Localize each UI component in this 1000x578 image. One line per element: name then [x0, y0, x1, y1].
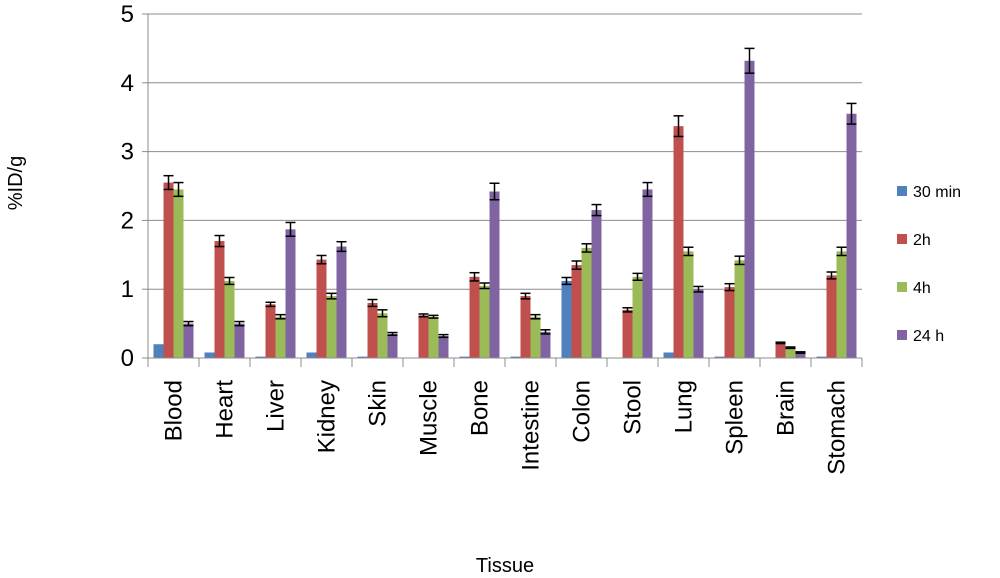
bar-4h-intestine [530, 316, 541, 358]
bar-30min-heart [204, 352, 215, 358]
bar-30min-blood [153, 344, 164, 358]
legend-swatch [897, 234, 907, 244]
bar-2h-bone [469, 276, 480, 358]
bar-30min-lung [663, 352, 674, 358]
bar-2h-stomach [826, 275, 837, 358]
x-category-label: Brain [773, 380, 800, 436]
bar-4h-bone [479, 285, 490, 358]
legend-swatch [897, 282, 907, 292]
bar-4h-heart [224, 280, 235, 358]
x-category-label: Stomach [824, 380, 851, 475]
grid [148, 13, 862, 290]
bar-2h-colon [571, 265, 582, 358]
bar-2h-brain [775, 342, 786, 358]
bar-30min-spleen [714, 356, 725, 358]
x-category-label: Blood [161, 380, 188, 441]
bar-4h-lung [683, 251, 694, 358]
bar-4h-muscle [428, 316, 439, 358]
bar-2h-lung [673, 126, 684, 358]
bar-30min-skin [357, 356, 368, 358]
bar-24h-muscle [438, 335, 449, 358]
axes [142, 13, 863, 367]
x-category-label: Spleen [722, 380, 749, 455]
bar-2h-spleen [724, 287, 735, 358]
legend-swatch [897, 330, 907, 340]
legend-label: 24 h [913, 328, 944, 345]
bar-24h-colon [591, 210, 602, 358]
bar-2h-heart [214, 241, 225, 358]
y-tick-label: 2 [121, 207, 134, 234]
bar-4h-skin [377, 313, 388, 358]
y-tick-labels: 0 1 2 3 4 5 [121, 1, 134, 372]
x-category-label: Intestine [518, 380, 545, 471]
x-category-label: Stool [620, 380, 647, 435]
x-category-label: Colon [569, 380, 596, 443]
y-tick-label: 0 [121, 345, 134, 372]
bar-30min-liver [255, 356, 266, 358]
bar-24h-spleen [744, 60, 755, 359]
bar-4h-blood [173, 189, 184, 358]
x-category-label: Skin [365, 380, 392, 427]
bar-2h-skin [367, 302, 378, 358]
bar-4h-stomach [836, 251, 847, 358]
bar-4h-spleen [734, 260, 745, 358]
x-axis-title: Tissue [476, 555, 534, 577]
legend-label: 2h [913, 232, 931, 249]
bar-2h-kidney [316, 259, 327, 358]
bar-4h-kidney [326, 296, 337, 358]
bar-24h-blood [183, 323, 194, 358]
y-tick-label: 5 [121, 1, 134, 28]
y-tick-label: 3 [121, 139, 134, 166]
bar-4h-stool [632, 276, 643, 358]
bar-24h-heart [234, 323, 245, 358]
bar-2h-muscle [418, 315, 429, 358]
legend: 30 min 2h 4h 24 h [897, 184, 961, 345]
bar-30min-colon [561, 280, 572, 358]
bar-24h-kidney [336, 246, 347, 358]
x-category-label: Lung [671, 380, 698, 433]
y-tick-label: 4 [121, 70, 134, 97]
y-tick-label: 1 [121, 276, 134, 303]
bar-30min-bone [459, 356, 470, 358]
bar-24h-stool [642, 189, 653, 358]
bar-24h-skin [387, 333, 398, 358]
bar-4h-colon [581, 247, 592, 358]
x-category-label: Heart [212, 380, 239, 439]
x-category-label: Muscle [416, 380, 443, 456]
bar-30min-stomach [816, 356, 827, 358]
bar-30min-kidney [306, 352, 317, 358]
bar-4h-liver [275, 316, 286, 358]
bar-24h-bone [489, 191, 500, 358]
bar-2h-blood [163, 182, 174, 358]
bar-2h-intestine [520, 296, 531, 358]
bars [153, 47, 857, 359]
bar-2h-liver [265, 304, 276, 358]
legend-label: 4h [913, 280, 931, 297]
x-category-labels: Blood Heart Liver Kidney Skin Muscle Bone Intes… [161, 380, 851, 475]
bar-30min-intestine [510, 356, 521, 358]
bar-4h-brain [785, 347, 796, 358]
y-axis-title: %ID/g [5, 156, 27, 210]
bar-2h-stool [622, 309, 633, 358]
bar-24h-stomach [846, 113, 857, 358]
x-category-label: Liver [263, 380, 290, 432]
bar-24h-brain [795, 352, 806, 358]
x-category-label: Bone [467, 380, 494, 436]
legend-swatch [897, 186, 907, 196]
x-category-label: Kidney [314, 380, 341, 453]
bar-24h-lung [693, 289, 704, 358]
bar-24h-intestine [540, 331, 551, 358]
legend-label: 30 min [913, 184, 961, 201]
bar-24h-liver [285, 229, 296, 358]
